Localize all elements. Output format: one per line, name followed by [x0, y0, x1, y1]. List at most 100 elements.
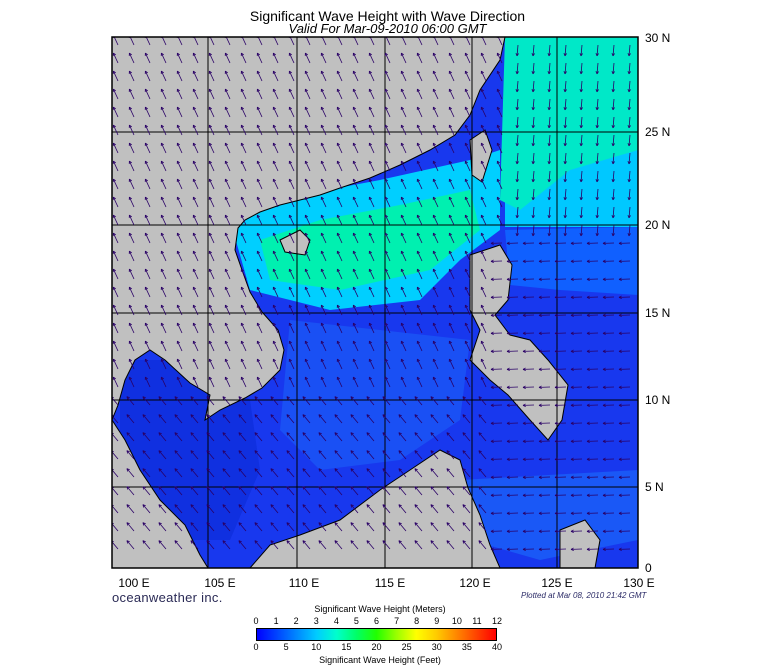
wave-arrow-head — [548, 89, 551, 93]
wave-arrow — [272, 52, 279, 64]
wave-arrow-head — [490, 547, 494, 550]
wave-arrow-head — [579, 179, 582, 183]
wave-arrow-head — [257, 250, 260, 254]
wave-arrow-head — [401, 178, 404, 182]
wave-arrow-head — [270, 414, 272, 418]
wave-arrow-head — [318, 468, 320, 472]
wave-arrow-head — [129, 106, 132, 110]
wave-arrow-head — [305, 196, 308, 200]
wave-arrow — [145, 37, 151, 46]
wave-arrow-head — [579, 233, 582, 237]
wave-arrow-head — [570, 261, 574, 264]
wave-arrow-head — [531, 71, 534, 75]
wave-arrow — [430, 468, 439, 478]
wave-arrow-head — [401, 250, 404, 254]
wave-arrow-head — [417, 214, 420, 218]
wave-arrow-head — [602, 405, 606, 408]
wave-arrow-head — [337, 160, 340, 164]
wave-arrow — [160, 142, 167, 154]
wave-arrow-head — [579, 125, 582, 129]
wave-arrow-head — [190, 504, 194, 507]
colorbar-meter-tick: 12 — [491, 616, 503, 626]
wave-arrow-head — [478, 414, 482, 417]
wave-arrow — [272, 304, 279, 316]
wave-arrow-head — [398, 522, 402, 525]
wave-arrow — [496, 88, 503, 100]
wave-arrow-head — [490, 421, 494, 424]
wave-arrow-head — [554, 459, 558, 462]
wave-arrow-head — [433, 232, 436, 236]
wave-arrow-head — [353, 340, 356, 344]
wave-arrow-head — [618, 513, 622, 516]
wave-arrow-head — [595, 125, 598, 129]
wave-arrow-head — [628, 53, 631, 57]
wave-arrow-head — [532, 71, 535, 75]
wave-arrow — [481, 37, 487, 46]
wave-arrow-head — [481, 322, 484, 326]
wave-arrow-head — [462, 540, 464, 544]
wave-arrow-head — [158, 504, 162, 507]
wave-arrow-head — [318, 522, 320, 526]
wave-arrow-head — [190, 432, 192, 436]
wave-arrow-head — [241, 106, 244, 110]
wave-arrow-head — [238, 432, 240, 436]
wave-arrow-head — [145, 70, 148, 74]
wave-arrow-head — [506, 367, 510, 370]
wave-arrow-head — [113, 322, 116, 326]
wave-arrow — [336, 358, 343, 370]
wave-arrow — [464, 214, 471, 226]
wave-arrow-head — [538, 475, 542, 478]
wave-arrow-head — [145, 106, 148, 110]
wave-arrow-head — [554, 241, 558, 244]
wave-arrow-head — [481, 286, 484, 290]
wave-arrow-head — [564, 197, 567, 201]
wave-arrow-head — [522, 331, 526, 334]
wave-arrow — [190, 522, 199, 532]
wave-arrow-head — [158, 414, 162, 417]
wave-arrow-head — [515, 179, 518, 183]
wave-arrow-head — [289, 286, 292, 290]
wave-arrow-head — [538, 295, 542, 298]
wave-arrow-head — [145, 214, 148, 218]
wave-arrow-head — [516, 71, 519, 75]
wave-arrow-head — [554, 259, 558, 262]
wave-arrow-head — [532, 179, 535, 183]
wave-arrow-head — [142, 414, 146, 417]
wave-arrow-head — [506, 259, 510, 262]
wave-arrow — [240, 178, 247, 190]
wave-arrow-head — [350, 540, 354, 543]
wave-arrow-head — [129, 250, 132, 254]
wave-arrow-head — [627, 107, 630, 111]
wave-arrow-head — [490, 387, 494, 390]
wave-arrow — [548, 80, 551, 92]
wave-arrow — [628, 134, 631, 146]
wave-arrow-head — [289, 160, 292, 164]
wave-arrow — [464, 322, 471, 334]
wave-arrow-head — [129, 178, 132, 182]
wave-arrow-head — [554, 279, 558, 282]
wave-arrow-head — [369, 376, 372, 380]
wave-arrow-head — [596, 125, 599, 129]
wave-arrow — [238, 432, 247, 442]
wave-arrow — [430, 522, 439, 532]
wave-arrow-head — [145, 322, 148, 326]
wave-arrow — [384, 358, 391, 370]
wave-arrow-head — [522, 387, 526, 390]
wave-arrow-head — [398, 522, 400, 526]
wave-arrow-head — [257, 124, 260, 128]
wave-arrow — [596, 152, 599, 164]
wave-arrow — [352, 376, 359, 388]
wave-arrow — [160, 232, 167, 244]
wave-arrow-head — [385, 196, 388, 200]
wave-arrow-head — [547, 53, 550, 57]
wave-arrow — [192, 250, 199, 262]
wave-arrow-head — [516, 233, 519, 237]
wave-arrow-head — [538, 349, 542, 352]
wave-arrow — [224, 376, 231, 388]
wave-arrow-head — [369, 322, 372, 326]
wave-arrow-head — [618, 439, 622, 442]
wave-arrow-head — [241, 286, 244, 290]
wave-arrow-head — [401, 124, 404, 128]
wave-arrow-head — [618, 547, 622, 550]
wave-arrow-head — [490, 297, 494, 300]
